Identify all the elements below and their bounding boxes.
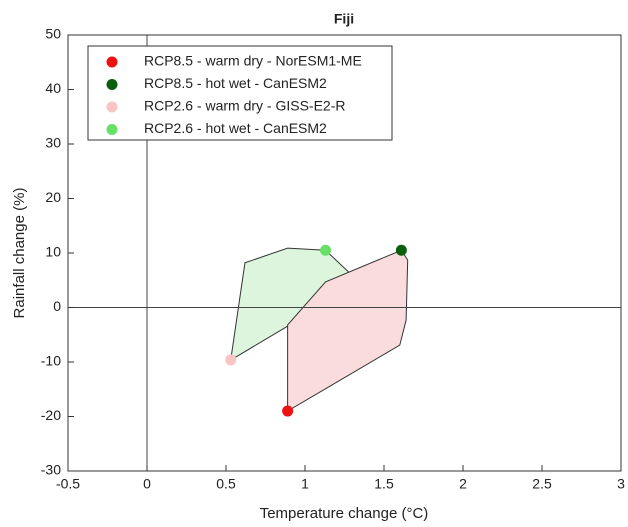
point bbox=[225, 354, 237, 366]
y-tick-label: 50 bbox=[45, 26, 61, 42]
x-tick-label: 1 bbox=[301, 476, 309, 492]
point bbox=[395, 244, 407, 256]
x-tick-label: 2 bbox=[459, 476, 467, 492]
y-tick-label: 20 bbox=[45, 189, 61, 205]
point bbox=[320, 244, 332, 256]
x-tick-label: -0.5 bbox=[56, 476, 80, 492]
y-tick-label: 0 bbox=[53, 298, 61, 314]
y-tick-label: -10 bbox=[41, 353, 61, 369]
x-tick-label: 2.5 bbox=[532, 476, 552, 492]
y-axis-label: Rainfall change (%) bbox=[11, 188, 28, 319]
y-tick-label: 40 bbox=[45, 80, 61, 96]
point bbox=[282, 405, 294, 417]
x-tick-label: 0 bbox=[143, 476, 151, 492]
legend-label: RCP2.6 - hot wet - CanESM2 bbox=[144, 120, 327, 136]
y-tick-label: -20 bbox=[41, 407, 61, 423]
y-tick-label: -30 bbox=[41, 462, 61, 478]
region bbox=[287, 249, 409, 412]
x-tick-label: 0.5 bbox=[216, 476, 236, 492]
x-tick-label: 3 bbox=[617, 476, 625, 492]
legend-label: RCP8.5 - warm dry - NorESM1-ME bbox=[144, 53, 362, 69]
legend-marker bbox=[106, 56, 118, 68]
chart-title: Fiji bbox=[334, 11, 354, 27]
legend-marker bbox=[106, 101, 118, 113]
legend-marker bbox=[106, 124, 118, 135]
legend-label: RCP2.6 - warm dry - GISS-E2-R bbox=[144, 98, 345, 114]
x-axis-label: Temperature change (°C) bbox=[260, 505, 429, 522]
legend-marker bbox=[106, 79, 118, 90]
y-tick-label: 10 bbox=[45, 244, 61, 260]
y-tick-label: 30 bbox=[45, 135, 61, 151]
x-tick-label: 1.5 bbox=[374, 476, 394, 492]
legend-label: RCP8.5 - hot wet - CanESM2 bbox=[144, 75, 327, 91]
legend-box bbox=[87, 45, 393, 141]
